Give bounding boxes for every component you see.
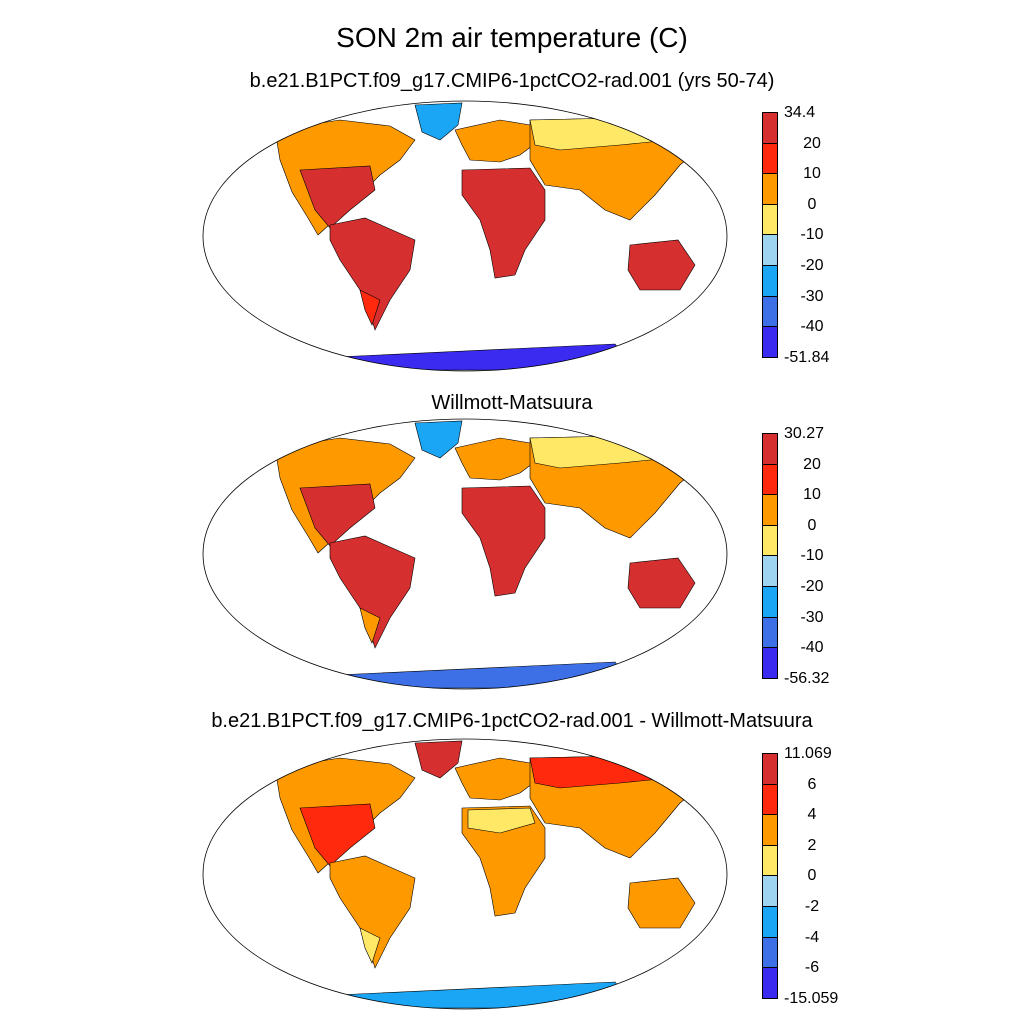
- colorbar-box: [762, 844, 778, 877]
- colorbar-label: 0: [807, 516, 817, 534]
- colorbar-box: [762, 234, 778, 266]
- europe-land: [454, 757, 541, 801]
- colorbar-label: 10: [803, 486, 821, 504]
- panel-1-map: [202, 100, 728, 372]
- europe-land: [454, 119, 541, 163]
- map-outline: [202, 100, 728, 372]
- australia-land: [627, 877, 696, 929]
- greenland-land: [414, 740, 463, 779]
- colorbar-box: [762, 616, 778, 649]
- south-america-land: [329, 535, 416, 649]
- colorbar-box: [762, 433, 778, 465]
- colorbar-label: -20: [800, 578, 824, 595]
- colorbar-label: 34.4: [784, 104, 816, 121]
- map-outline: [202, 418, 728, 690]
- greenland-land: [414, 420, 463, 459]
- colorbar-label: -40: [800, 318, 824, 336]
- south-america-land: [329, 855, 416, 969]
- colorbar-box: [762, 112, 778, 144]
- colorbar-box: [762, 203, 778, 236]
- africa-land: [461, 805, 546, 917]
- colorbar-box: [762, 875, 778, 907]
- colorbar-label: 0: [807, 867, 817, 885]
- colorbar-box: [762, 142, 778, 175]
- colorbar-label: 11.069: [784, 745, 832, 762]
- colorbar-label: -10: [800, 226, 824, 244]
- africa-north-land: [467, 807, 536, 834]
- colorbar-label: -56.32: [784, 669, 830, 687]
- south-america-tip-land: [359, 289, 381, 326]
- south-america-tip-land: [359, 607, 381, 644]
- australia-land: [627, 557, 696, 609]
- panel-2-map: [202, 418, 728, 690]
- colorbar-box: [762, 814, 778, 846]
- colorbar-label: -30: [800, 287, 824, 305]
- greenland-land: [414, 102, 463, 141]
- colorbar-box: [762, 967, 778, 999]
- colorbar-label: 2: [807, 836, 817, 854]
- panel-2-title: Willmott-Matsuura: [431, 392, 593, 414]
- north-america-south-land: [299, 165, 376, 229]
- colorbar-box: [762, 936, 778, 969]
- europe-land: [454, 437, 541, 481]
- colorbar-label: -2: [804, 898, 820, 915]
- colorbar-box: [762, 494, 778, 526]
- north-america-south-land: [299, 803, 376, 867]
- colorbar-label: 30.27: [784, 425, 825, 442]
- colorbar-box: [762, 753, 778, 785]
- panel-3-map: [202, 738, 728, 1010]
- colorbar-label: 4: [807, 806, 817, 824]
- colorbar-box: [762, 783, 778, 816]
- panel-3-title: b.e21.B1PCT.f09_g17.CMIP6-1pctCO2-rad.00…: [211, 710, 813, 732]
- colorbar-box: [762, 555, 778, 587]
- south-america-land: [329, 217, 416, 331]
- colorbar-box: [762, 463, 778, 496]
- africa-land: [461, 485, 546, 597]
- south-america-tip-land: [359, 927, 381, 964]
- colorbar-label: 20: [803, 455, 821, 473]
- colorbar-box: [762, 524, 778, 557]
- colorbar-label: -40: [800, 639, 824, 657]
- colorbar-box: [762, 326, 778, 358]
- colorbar-label: -6: [804, 959, 820, 977]
- map-outline: [202, 738, 728, 1010]
- colorbar-label: 20: [803, 134, 821, 152]
- colorbar-label: 6: [807, 775, 817, 793]
- colorbar-label: -20: [800, 257, 824, 274]
- colorbar-box: [762, 295, 778, 328]
- colorbar-box: [762, 173, 778, 205]
- colorbar-box: [762, 265, 778, 297]
- colorbar-box: [762, 906, 778, 938]
- colorbar-label: -30: [800, 608, 824, 626]
- colorbar-label: -10: [800, 547, 824, 565]
- colorbar-label: -4: [804, 928, 820, 946]
- africa-land: [461, 167, 546, 279]
- north-america-south-land: [299, 483, 376, 547]
- panel-1-title: b.e21.B1PCT.f09_g17.CMIP6-1pctCO2-rad.00…: [249, 70, 775, 92]
- main-title: SON 2m air temperature (C): [336, 22, 688, 53]
- colorbar-label: 0: [807, 195, 817, 213]
- colorbar-label: -15.059: [784, 989, 839, 1007]
- australia-land: [627, 239, 696, 291]
- colorbar-box: [762, 586, 778, 618]
- colorbar-box: [762, 647, 778, 679]
- colorbar-label: -51.84: [784, 348, 830, 366]
- colorbar-label: 10: [803, 165, 821, 183]
